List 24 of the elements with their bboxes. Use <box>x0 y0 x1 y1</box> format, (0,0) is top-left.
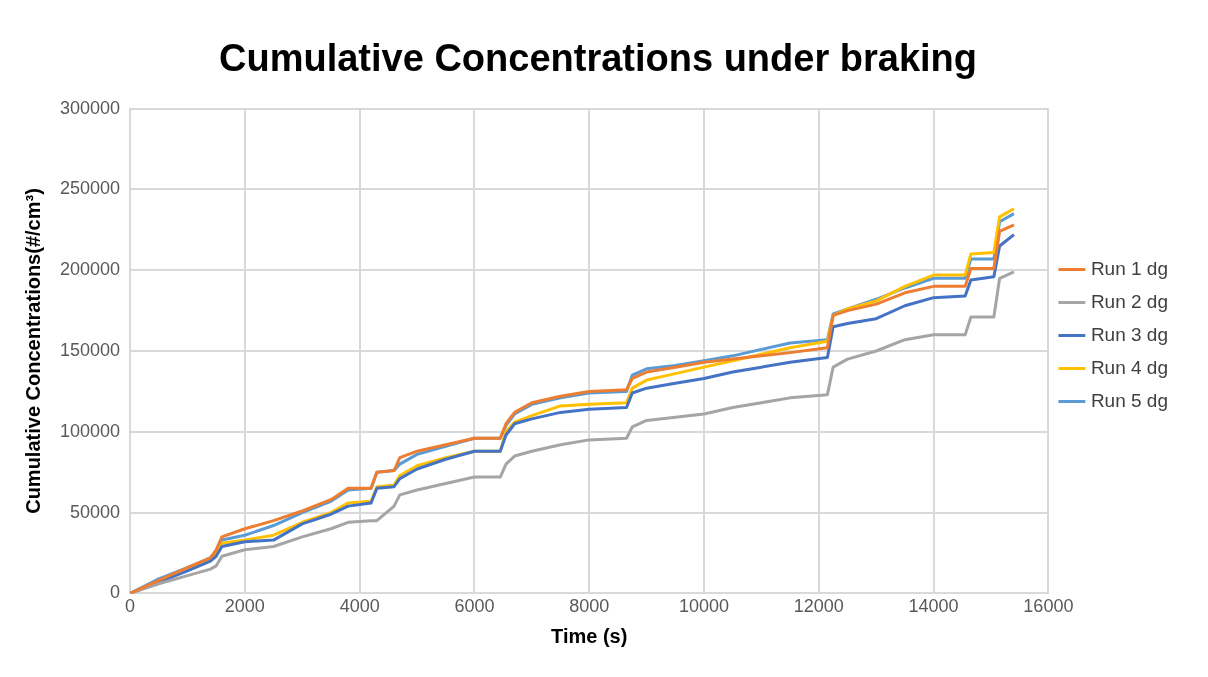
x-tick-label: 2000 <box>224 596 265 617</box>
y-tick-label: 0 <box>110 582 121 603</box>
x-tick-label: 16000 <box>1023 596 1074 617</box>
legend-label: Run 3 dg <box>1090 323 1169 345</box>
x-tick-label: 14000 <box>908 596 959 617</box>
y-tick-label: 150000 <box>59 339 121 360</box>
x-tick-label: 12000 <box>793 596 844 617</box>
y-axis-title: Cumulative Concentrations(#/cm³) <box>21 188 44 514</box>
y-tick-label: 100000 <box>59 420 121 441</box>
y-tick-label: 50000 <box>70 501 121 522</box>
y-tick-label: 300000 <box>59 97 121 118</box>
legend-label: Run 1 dg <box>1090 257 1169 279</box>
x-axis-title: Time (s) <box>551 624 628 647</box>
x-tick-label: 4000 <box>339 596 380 617</box>
x-tick-label: 10000 <box>678 596 730 617</box>
legend-label: Run 4 dg <box>1090 356 1169 378</box>
x-tick-label: 6000 <box>454 596 495 617</box>
legend-label: Run 2 dg <box>1090 290 1169 312</box>
x-tick-label: 0 <box>125 596 136 617</box>
x-tick-label: 8000 <box>569 596 610 617</box>
legend-label: Run 5 dg <box>1090 389 1169 411</box>
chart-title: Cumulative Concentrations under braking <box>219 37 977 80</box>
y-tick-label: 250000 <box>59 178 121 199</box>
y-tick-label: 200000 <box>59 259 121 280</box>
